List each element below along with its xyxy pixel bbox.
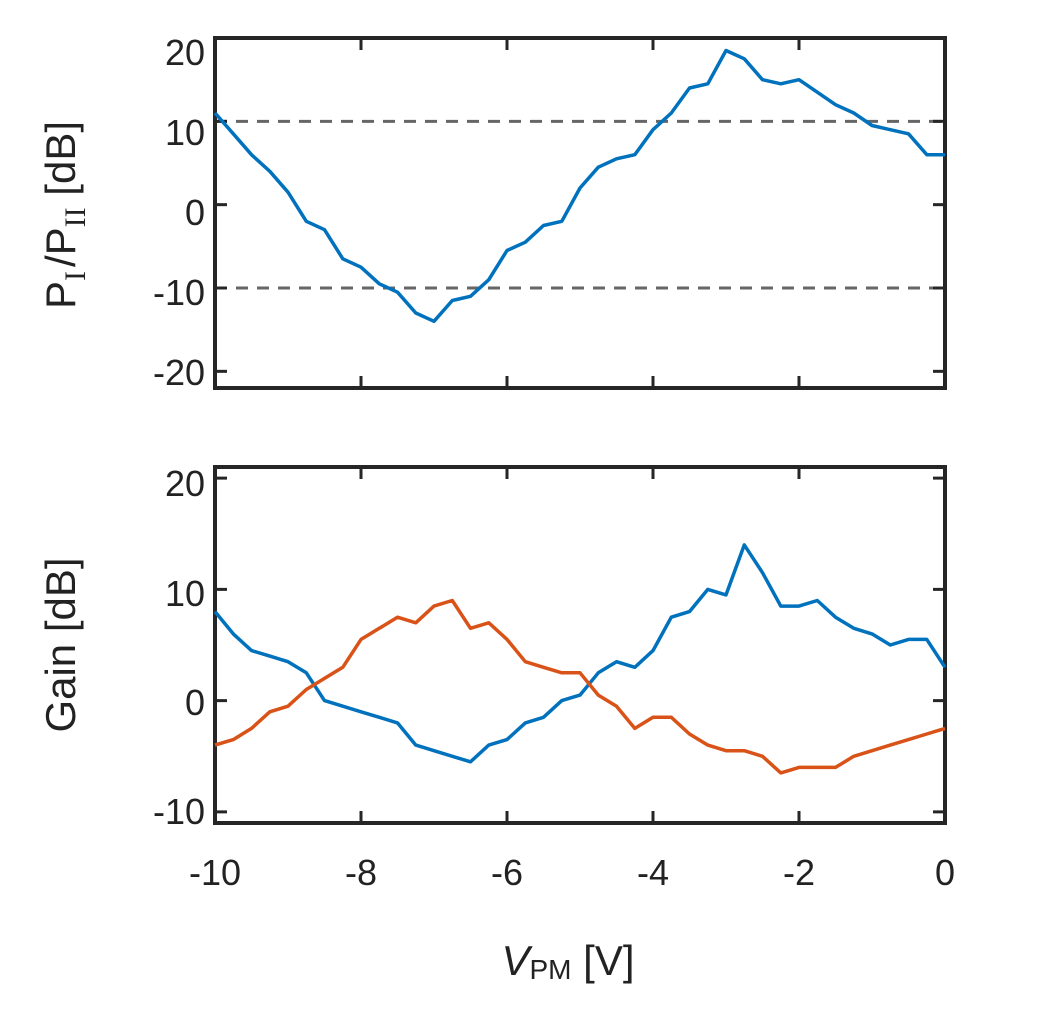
top-series-line-p-i-p-ii <box>213 48 945 324</box>
top-reference-lines <box>215 119 945 290</box>
bottom-xtick-label: -8 <box>345 852 377 893</box>
top-ytick-label: 0 <box>185 192 205 233</box>
bottom-ytick-label: -10 <box>153 791 205 832</box>
bottom-series-group <box>213 543 947 775</box>
bottom-ytick-label: 10 <box>165 573 205 614</box>
bottom-y-axis-title: Gain [dB] <box>37 557 84 732</box>
x-axis-title: VPM [V] <box>501 937 634 985</box>
bottom-ytick-label: 20 <box>165 463 205 504</box>
bottom-series-line-orange <box>214 598 946 775</box>
bottom-xtick-label: -10 <box>189 852 241 893</box>
bottom-tick-marks <box>213 467 947 823</box>
bottom-y-tick-labels: -10 0 10 20 <box>153 463 205 832</box>
top-tick-marks <box>213 36 947 388</box>
bottom-series-line-blue <box>213 543 947 764</box>
bottom-xtick-label: -6 <box>491 852 523 893</box>
top-panel: -20 -10 0 10 20 PI/PII [dB] <box>37 32 947 393</box>
bottom-plot-frame <box>213 465 947 825</box>
bottom-xtick-label: 0 <box>935 852 955 893</box>
bottom-panel: -10 0 10 20 -10 -8 -6 -4 -2 0 Gain [dB] … <box>37 463 955 985</box>
top-ytick-label: -10 <box>153 272 205 313</box>
bottom-xtick-label: -2 <box>783 852 815 893</box>
bottom-ytick-label: 0 <box>185 682 205 723</box>
top-series-group <box>213 48 945 324</box>
bottom-x-tick-labels: -10 -8 -6 -4 -2 0 <box>189 852 955 893</box>
top-plot-frame <box>213 36 947 390</box>
top-ytick-label: 20 <box>165 32 205 73</box>
bottom-xtick-label: -4 <box>637 852 669 893</box>
top-ytick-label: 10 <box>165 112 205 153</box>
top-y-axis-title: PI/PII [dB] <box>37 121 92 309</box>
top-ytick-label: -20 <box>153 352 205 393</box>
top-y-tick-labels: -20 -10 0 10 20 <box>153 32 205 393</box>
